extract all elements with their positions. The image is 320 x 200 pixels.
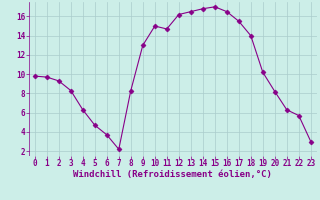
X-axis label: Windchill (Refroidissement éolien,°C): Windchill (Refroidissement éolien,°C) bbox=[73, 170, 272, 179]
